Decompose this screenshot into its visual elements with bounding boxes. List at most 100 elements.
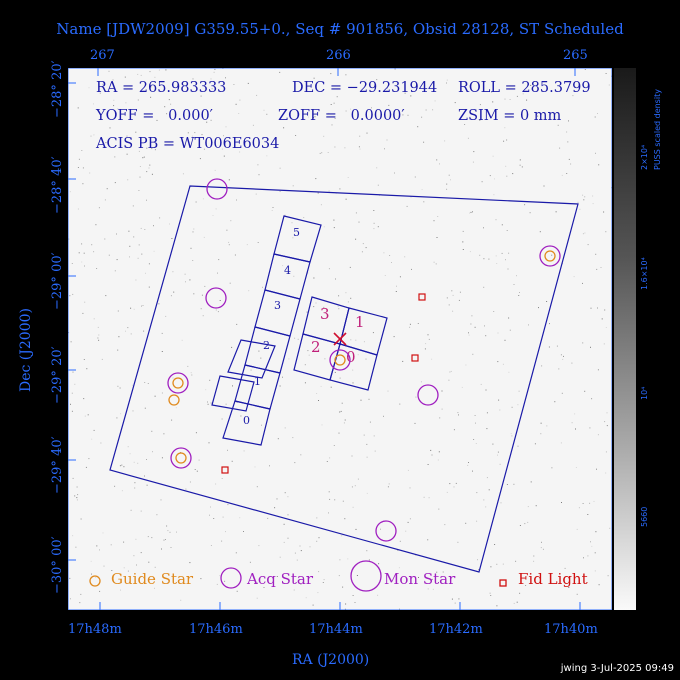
background-speck bbox=[299, 545, 301, 547]
background-speck bbox=[258, 174, 260, 176]
background-speck bbox=[540, 433, 542, 435]
left-tick-29-40: −29° 40′ bbox=[50, 436, 65, 494]
background-speck bbox=[75, 546, 77, 548]
background-speck bbox=[354, 602, 356, 603]
background-speck bbox=[417, 126, 419, 128]
background-speck bbox=[166, 525, 168, 527]
background-speck bbox=[571, 362, 573, 364]
background-speck bbox=[499, 409, 501, 411]
background-speck bbox=[338, 308, 340, 310]
background-speck bbox=[368, 398, 370, 400]
background-speck bbox=[192, 260, 194, 261]
background-speck bbox=[189, 481, 191, 483]
background-speck bbox=[461, 386, 463, 388]
background-speck bbox=[605, 327, 607, 328]
y-axis-label: Dec (J2000) bbox=[18, 308, 34, 392]
background-speck bbox=[497, 451, 499, 453]
background-speck bbox=[112, 79, 114, 81]
background-speck bbox=[85, 466, 87, 468]
background-speck bbox=[256, 94, 258, 96]
background-speck bbox=[68, 332, 70, 334]
background-speck bbox=[150, 96, 152, 98]
background-speck bbox=[129, 245, 131, 247]
background-speck bbox=[444, 140, 446, 142]
background-speck bbox=[130, 307, 132, 309]
background-speck bbox=[509, 329, 511, 331]
background-speck bbox=[71, 263, 73, 264]
background-speck bbox=[468, 334, 470, 336]
background-speck bbox=[489, 175, 491, 177]
background-speck bbox=[333, 102, 335, 104]
acis-i-label-1: 1 bbox=[355, 313, 365, 331]
background-speck bbox=[486, 412, 488, 414]
info-zoff: ZOFF = 0.0000′ bbox=[278, 108, 405, 124]
background-speck bbox=[316, 540, 318, 542]
background-speck bbox=[446, 79, 448, 81]
background-speck bbox=[387, 486, 389, 488]
background-speck bbox=[433, 261, 435, 263]
legend-acq-icon bbox=[220, 567, 242, 589]
background-speck bbox=[137, 462, 139, 464]
background-speck bbox=[574, 86, 576, 88]
background-speck bbox=[349, 352, 351, 354]
background-speck bbox=[176, 531, 177, 533]
background-speck bbox=[206, 121, 208, 123]
background-speck bbox=[202, 315, 204, 317]
background-speck bbox=[344, 147, 346, 149]
background-speck bbox=[493, 311, 495, 312]
background-speck bbox=[473, 439, 475, 440]
background-speck bbox=[589, 427, 591, 429]
background-speck bbox=[140, 74, 142, 76]
background-speck bbox=[496, 563, 498, 565]
background-speck bbox=[315, 302, 317, 304]
background-speck bbox=[121, 490, 123, 492]
background-speck bbox=[78, 252, 80, 254]
background-speck bbox=[362, 243, 364, 245]
background-speck bbox=[485, 389, 487, 391]
background-speck bbox=[451, 598, 453, 600]
background-speck bbox=[214, 169, 216, 171]
background-speck bbox=[134, 482, 136, 484]
background-speck bbox=[254, 466, 256, 468]
background-speck bbox=[469, 251, 471, 253]
legend-acq-label: Acq Star bbox=[246, 570, 314, 588]
background-speck bbox=[266, 113, 268, 115]
background-speck bbox=[506, 139, 508, 141]
background-speck bbox=[154, 587, 155, 589]
background-speck bbox=[485, 335, 487, 337]
background-speck bbox=[163, 539, 165, 541]
background-speck bbox=[470, 323, 472, 325]
background-speck bbox=[457, 541, 459, 543]
bottom-tick-17h42m: 17h42m bbox=[429, 622, 483, 637]
background-speck bbox=[308, 354, 310, 356]
background-speck bbox=[561, 502, 562, 503]
background-speck bbox=[103, 565, 105, 567]
background-speck bbox=[321, 424, 323, 426]
background-speck bbox=[528, 324, 529, 326]
background-speck bbox=[448, 174, 450, 176]
background-speck bbox=[320, 385, 322, 387]
background-speck bbox=[479, 104, 481, 106]
background-speck bbox=[256, 486, 258, 488]
star-field-plot: 0 1 2 3 4 5 3 1 2 0 bbox=[68, 68, 612, 610]
background-speck bbox=[323, 135, 325, 137]
background-speck bbox=[428, 338, 430, 340]
background-speck bbox=[165, 315, 167, 317]
background-speck bbox=[561, 174, 563, 176]
background-speck bbox=[477, 559, 478, 561]
background-speck bbox=[154, 566, 156, 568]
bottom-tick-17h46m: 17h46m bbox=[189, 622, 243, 637]
background-speck bbox=[607, 575, 609, 577]
acis-s-label-2: 2 bbox=[263, 339, 270, 352]
background-speck bbox=[199, 158, 201, 160]
background-speck bbox=[305, 597, 307, 599]
background-speck bbox=[378, 563, 380, 565]
background-speck bbox=[506, 230, 508, 231]
background-speck bbox=[420, 381, 422, 383]
background-speck bbox=[350, 339, 352, 341]
background-speck bbox=[292, 437, 294, 439]
background-speck bbox=[457, 412, 459, 414]
background-speck bbox=[161, 392, 163, 394]
colorbar-tick-1e4: 10⁴ bbox=[640, 386, 649, 400]
background-speck bbox=[468, 332, 469, 334]
